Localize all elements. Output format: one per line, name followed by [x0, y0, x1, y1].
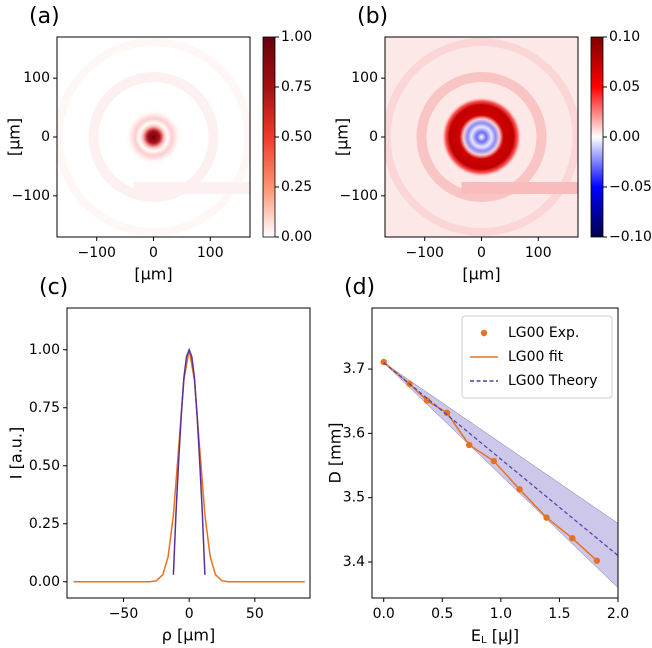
colorbar-tick-label: 0.10: [609, 29, 640, 45]
colorbar-tick-label: −0.10: [609, 229, 652, 245]
x-tick-label: 0: [149, 245, 158, 261]
legend-box: [461, 315, 613, 399]
x-tick-label: 50: [246, 606, 264, 622]
plot-area: [380, 358, 618, 589]
panel-title: (b): [357, 4, 388, 29]
colorbar: [262, 36, 276, 238]
axes-frame: [66, 307, 311, 599]
y-tick-label: 3.7: [343, 361, 365, 377]
legend-label: LG00 fit: [508, 349, 564, 365]
y-tick-label: 0.50: [29, 458, 60, 474]
x-tick-label: 0.5: [431, 606, 453, 622]
colorbar-tick-label: 1.00: [281, 29, 312, 45]
colorbar-tick-label: 0.25: [281, 179, 312, 195]
y-tick-label: 0.25: [29, 516, 60, 532]
colorbar: [590, 36, 604, 238]
heatmap-ring: [416, 72, 547, 202]
y-axis-label: D [mm]: [326, 422, 345, 483]
colorbar-tick-label: 0.05: [609, 79, 640, 95]
heatmap-ring: [57, 38, 250, 236]
x-tick-label: −50: [109, 606, 139, 622]
y-tick-label: −100: [340, 188, 378, 204]
x-axis-label: [μm]: [134, 265, 172, 284]
heatmap-streak: [133, 182, 250, 194]
legend-marker: [480, 329, 488, 337]
heatmap-spot: [441, 97, 522, 177]
y-tick-label: 3.5: [343, 490, 365, 506]
data-line: [73, 349, 305, 583]
x-tick-label: 0: [477, 245, 486, 261]
x-axis-label: EL [μJ]: [471, 626, 519, 647]
heatmap-ring: [385, 38, 578, 236]
plot-area: [385, 37, 578, 237]
panel-title: (a): [29, 4, 60, 29]
axes-frame: [371, 307, 619, 599]
plot-area: [73, 347, 305, 583]
x-tick-label: 100: [525, 245, 552, 261]
x-tick-label: 1.5: [548, 606, 570, 622]
colorbar-tick-label: 0.75: [281, 79, 312, 95]
x-axis-label-part: L: [481, 635, 487, 646]
legend-label: LG00 Exp.: [508, 325, 579, 341]
y-tick-label: 1.00: [29, 342, 60, 358]
data-line: [383, 361, 598, 562]
heatmap-ring: [88, 72, 219, 202]
colorbar-tick-label: 0.00: [609, 129, 640, 145]
x-axis-label: ρ [μm]: [162, 626, 216, 645]
data-line: [383, 362, 618, 557]
x-tick-label: 1.0: [490, 606, 512, 622]
heatmap-streak: [461, 182, 578, 194]
x-tick-label: −100: [406, 245, 444, 261]
y-tick-label: 3.6: [343, 425, 365, 441]
y-tick-label: 100: [23, 70, 50, 86]
y-tick-label: 0: [41, 129, 50, 145]
y-tick-label: 100: [351, 70, 378, 86]
colorbar-tick-label: −0.05: [609, 179, 652, 195]
y-axis-label: [μm]: [333, 118, 352, 156]
panel-title: (d): [344, 275, 375, 300]
x-tick-label: 0: [185, 606, 194, 622]
x-axis-label-part: [μJ]: [487, 626, 519, 645]
x-axis-label-part: E: [471, 626, 481, 645]
y-axis-label: [μm]: [5, 118, 24, 156]
heatmap-spot: [125, 109, 182, 165]
y-axis-label: I [a.u.]: [7, 427, 26, 479]
y-tick-label: 0.00: [29, 574, 60, 590]
x-tick-label: 0.0: [373, 606, 395, 622]
y-tick-label: 0.75: [29, 400, 60, 416]
x-axis-label: [μm]: [462, 265, 500, 284]
data-line: [172, 347, 206, 575]
x-tick-label: 100: [197, 245, 224, 261]
colorbar-tick-label: 0.00: [281, 229, 312, 245]
x-tick-label: 2.0: [607, 606, 629, 622]
uncertainty-band: [383, 362, 618, 589]
y-tick-label: −100: [12, 188, 50, 204]
panel-title: (c): [39, 275, 68, 300]
plot-area: [57, 37, 250, 237]
y-tick-label: 0: [369, 129, 378, 145]
x-tick-label: −100: [78, 245, 116, 261]
y-tick-label: 3.4: [343, 554, 365, 570]
colorbar-tick-label: 0.50: [281, 129, 312, 145]
legend-label: LG00 Theory: [508, 373, 598, 389]
